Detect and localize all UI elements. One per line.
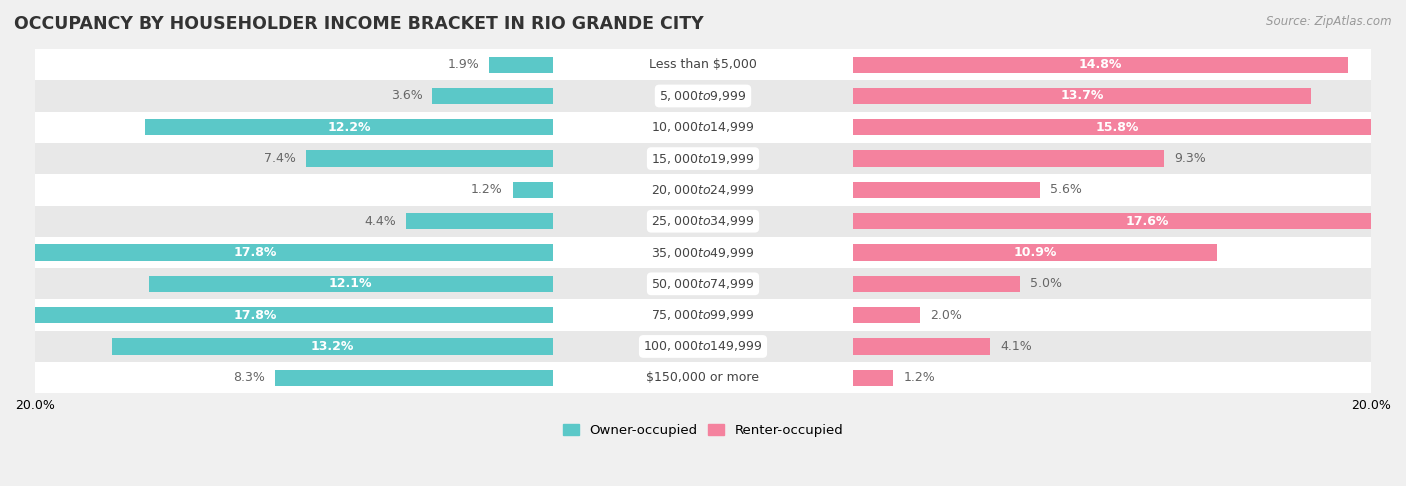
- Text: 2.0%: 2.0%: [931, 309, 962, 322]
- Bar: [35, 143, 1371, 174]
- Text: $50,000 to $74,999: $50,000 to $74,999: [651, 277, 755, 291]
- Bar: [853, 119, 1381, 136]
- Text: 3.6%: 3.6%: [391, 89, 422, 103]
- Bar: [35, 237, 1371, 268]
- Bar: [406, 213, 553, 229]
- Bar: [35, 112, 1371, 143]
- Text: 14.8%: 14.8%: [1078, 58, 1122, 71]
- Text: $25,000 to $34,999: $25,000 to $34,999: [651, 214, 755, 228]
- Text: 5.6%: 5.6%: [1050, 183, 1083, 196]
- Text: 15.8%: 15.8%: [1095, 121, 1139, 134]
- Bar: [276, 370, 553, 386]
- Text: 17.8%: 17.8%: [233, 309, 277, 322]
- Bar: [35, 174, 1371, 206]
- Text: $150,000 or more: $150,000 or more: [647, 371, 759, 384]
- Text: $5,000 to $9,999: $5,000 to $9,999: [659, 89, 747, 103]
- Bar: [305, 151, 553, 167]
- Text: $20,000 to $24,999: $20,000 to $24,999: [651, 183, 755, 197]
- Text: Source: ZipAtlas.com: Source: ZipAtlas.com: [1267, 15, 1392, 28]
- Bar: [111, 338, 553, 355]
- Text: 1.2%: 1.2%: [471, 183, 502, 196]
- Text: $100,000 to $149,999: $100,000 to $149,999: [644, 339, 762, 353]
- Bar: [853, 307, 920, 323]
- Bar: [853, 151, 1164, 167]
- Bar: [853, 244, 1218, 260]
- Bar: [35, 268, 1371, 299]
- Bar: [853, 213, 1406, 229]
- Bar: [513, 182, 553, 198]
- Text: $10,000 to $14,999: $10,000 to $14,999: [651, 121, 755, 134]
- Bar: [853, 56, 1348, 73]
- Bar: [853, 88, 1310, 104]
- Bar: [35, 362, 1371, 394]
- Legend: Owner-occupied, Renter-occupied: Owner-occupied, Renter-occupied: [558, 418, 848, 442]
- Bar: [433, 88, 553, 104]
- Text: 4.1%: 4.1%: [1000, 340, 1032, 353]
- Bar: [35, 331, 1371, 362]
- Text: 1.2%: 1.2%: [904, 371, 935, 384]
- Text: 5.0%: 5.0%: [1031, 278, 1063, 290]
- Bar: [35, 206, 1371, 237]
- Text: $75,000 to $99,999: $75,000 to $99,999: [651, 308, 755, 322]
- Text: 12.2%: 12.2%: [328, 121, 371, 134]
- Text: $35,000 to $49,999: $35,000 to $49,999: [651, 245, 755, 260]
- Bar: [145, 119, 553, 136]
- Text: Less than $5,000: Less than $5,000: [650, 58, 756, 71]
- Text: 8.3%: 8.3%: [233, 371, 266, 384]
- Text: 1.9%: 1.9%: [447, 58, 479, 71]
- Bar: [489, 56, 553, 73]
- Bar: [0, 307, 553, 323]
- Text: OCCUPANCY BY HOUSEHOLDER INCOME BRACKET IN RIO GRANDE CITY: OCCUPANCY BY HOUSEHOLDER INCOME BRACKET …: [14, 15, 703, 33]
- Bar: [853, 338, 990, 355]
- Text: 4.4%: 4.4%: [364, 215, 395, 228]
- Bar: [149, 276, 553, 292]
- Text: 13.2%: 13.2%: [311, 340, 354, 353]
- Bar: [0, 244, 553, 260]
- Text: 17.8%: 17.8%: [233, 246, 277, 259]
- Bar: [853, 370, 893, 386]
- Text: 17.6%: 17.6%: [1126, 215, 1168, 228]
- Bar: [35, 299, 1371, 331]
- Bar: [853, 182, 1040, 198]
- Text: 7.4%: 7.4%: [263, 152, 295, 165]
- Bar: [35, 80, 1371, 112]
- Bar: [35, 49, 1371, 80]
- Text: 9.3%: 9.3%: [1174, 152, 1206, 165]
- Text: 13.7%: 13.7%: [1060, 89, 1104, 103]
- Text: 12.1%: 12.1%: [329, 278, 373, 290]
- Text: $15,000 to $19,999: $15,000 to $19,999: [651, 152, 755, 166]
- Text: 10.9%: 10.9%: [1014, 246, 1057, 259]
- Bar: [853, 276, 1021, 292]
